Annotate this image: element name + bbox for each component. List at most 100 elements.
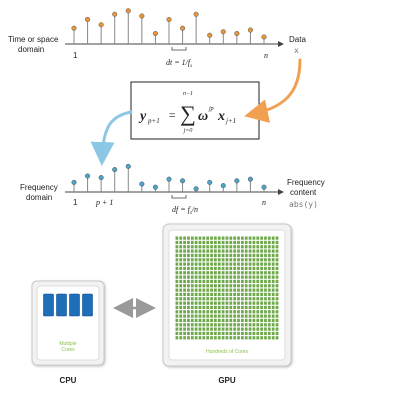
gpu-core [225, 279, 229, 284]
gpu-core [217, 284, 221, 288]
gpu-core [264, 271, 267, 275]
gpu-core [240, 245, 244, 249]
cpu-caption: CPU [60, 376, 77, 385]
gpu-core [221, 275, 225, 279]
gpu-core [229, 297, 233, 301]
gpu-core [183, 236, 186, 240]
gpu-core [194, 331, 198, 336]
gpu-core [187, 314, 190, 318]
gpu-core [179, 310, 183, 314]
gpu-core [221, 279, 225, 284]
gpu-core [260, 275, 263, 279]
gpu-core [244, 327, 248, 331]
gpu-core [252, 288, 256, 292]
gpu-core [275, 240, 279, 245]
gpu-core [260, 240, 263, 245]
gpu-core [248, 297, 252, 301]
gpu-core [202, 275, 206, 279]
gpu-core [229, 279, 233, 284]
gpu-core [256, 323, 260, 327]
gpu-core [248, 253, 252, 258]
gpu-core [271, 271, 275, 275]
gpu-core [256, 297, 260, 301]
gpu-core [194, 323, 198, 327]
gpu-core [275, 310, 279, 314]
gpu-core [248, 275, 252, 279]
gpu-core [210, 240, 213, 245]
gpu-core [206, 266, 210, 271]
gpu-core [248, 288, 252, 292]
gpu-core [237, 271, 240, 275]
gpu-core [275, 336, 279, 340]
gpu-core [248, 305, 252, 310]
gpu-core [214, 284, 217, 288]
gpu-core [179, 258, 183, 262]
gpu-core [187, 245, 190, 249]
gpu-core [275, 236, 279, 240]
gpu-core [183, 288, 186, 292]
gpu-core [198, 240, 202, 245]
gpu-core [252, 331, 256, 336]
gpu-core [260, 297, 263, 301]
gpu-core [233, 327, 237, 331]
gpu-core [214, 266, 217, 271]
gpu-core [183, 305, 186, 310]
gpu-cores-label: Hundreds of Cores [206, 349, 248, 355]
gpu-core [179, 336, 183, 340]
gpu-core [225, 318, 229, 323]
gpu-core [229, 314, 233, 318]
gpu-core [252, 318, 256, 323]
formula-lhs-sub: p+1 [147, 117, 160, 125]
gpu-core [210, 253, 213, 258]
gpu-core [248, 292, 252, 297]
gpu-core [229, 292, 233, 297]
gpu-core [275, 288, 279, 292]
gpu-core [271, 336, 275, 340]
gpu-core [264, 275, 267, 279]
gpu-core [217, 258, 221, 262]
gpu-core [248, 318, 252, 323]
gpu-core [210, 310, 213, 314]
gpu-core [202, 297, 206, 301]
freq-output-label-line2: content [290, 188, 317, 197]
gpu-core [229, 331, 233, 336]
gpu-core [206, 249, 210, 253]
gpu-core [237, 314, 240, 318]
gpu-core [225, 314, 229, 318]
gpu-core [264, 266, 267, 271]
gpu-core [240, 288, 244, 292]
gpu-core [190, 279, 194, 284]
gpu-core [206, 253, 210, 258]
gpu-core [217, 271, 221, 275]
gpu-core [252, 253, 256, 258]
gpu-core [260, 279, 263, 284]
formula-rhs: x [217, 109, 225, 124]
gpu-core [179, 301, 183, 305]
gpu-core [240, 331, 244, 336]
gpu-core [240, 318, 244, 323]
gpu-core [190, 305, 194, 310]
gpu-core [267, 318, 271, 323]
gpu-core [256, 266, 260, 271]
gpu-core [198, 310, 202, 314]
gpu-core [214, 331, 217, 336]
time-output-var: x [294, 46, 299, 55]
gpu-core [275, 279, 279, 284]
gpu-core [244, 331, 248, 336]
gpu-core [248, 301, 252, 305]
gpu-core [271, 245, 275, 249]
gpu-core [237, 279, 240, 284]
gpu-core [256, 318, 260, 323]
gpu-core [267, 262, 271, 266]
gpu-core [183, 253, 186, 258]
gpu-core [233, 314, 237, 318]
gpu-core [256, 301, 260, 305]
gpu-core [175, 258, 179, 262]
gpu-core [233, 301, 237, 305]
gpu-core [233, 323, 237, 327]
gpu-core [210, 288, 213, 292]
gpu-core [221, 253, 225, 258]
gpu-core [190, 297, 194, 301]
gpu-core [267, 275, 271, 279]
gpu-core [179, 279, 183, 284]
